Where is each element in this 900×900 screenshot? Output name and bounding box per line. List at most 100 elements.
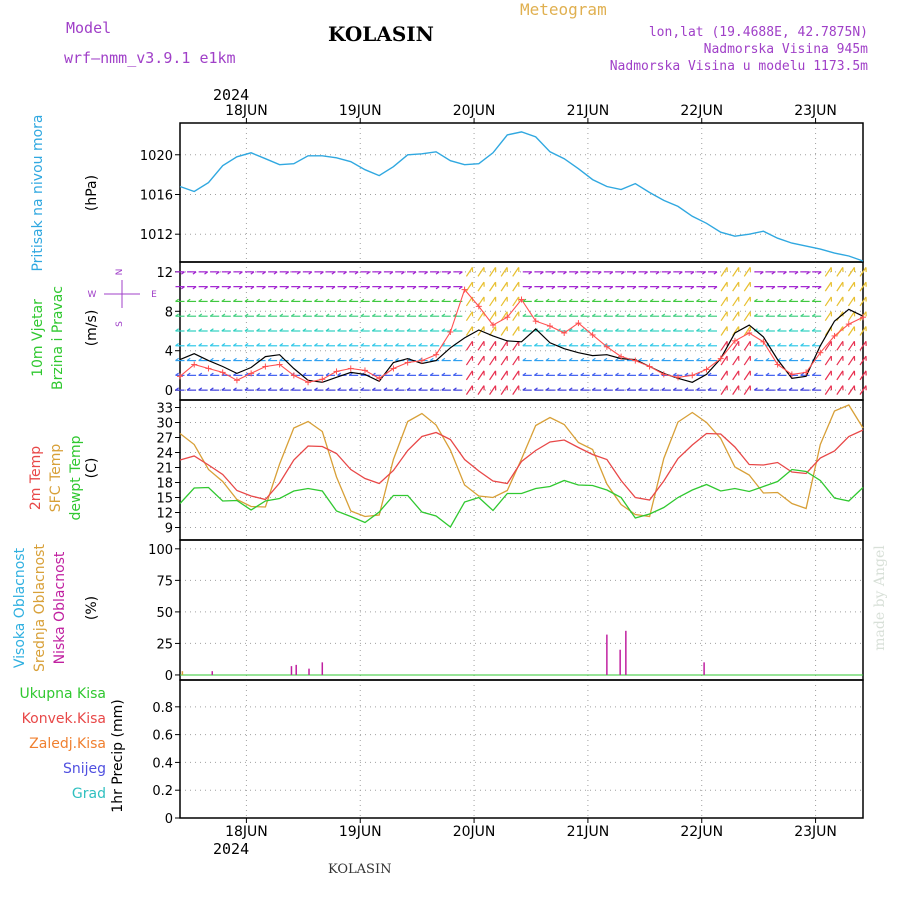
wind-arrow-head: [782, 271, 787, 275]
wind-arrow-head: [395, 313, 399, 317]
wind-arrow-head: [696, 343, 700, 347]
wind-arrow-shaft: [824, 296, 832, 307]
panel-frame: [179, 122, 864, 263]
wind-arrow-head: [603, 357, 608, 362]
wind-arrow: [580, 313, 590, 317]
wind-arrow-shaft: [512, 355, 520, 366]
wind-arrow: [314, 372, 324, 376]
wind-arrow-head: [580, 298, 585, 302]
wind-arrow-shaft: [824, 355, 832, 366]
wind-arrow-head: [603, 372, 608, 376]
wind-arrow: [800, 387, 810, 391]
wind-arrow-shaft: [512, 340, 520, 351]
wind-arrow-head: [290, 328, 295, 332]
wind-arrow: [765, 313, 775, 317]
wind-arrow: [847, 370, 856, 381]
wind-arrow: [383, 387, 393, 391]
wind-arrow: [753, 313, 764, 317]
wind-arrow-head: [753, 372, 758, 376]
wind-arrow-head: [400, 271, 405, 275]
wind-arrow: [580, 286, 591, 290]
wind-arrow-head: [800, 387, 805, 391]
wind-arrow: [534, 286, 544, 290]
wind-arrow-head: [331, 286, 336, 290]
wind-arrow-shaft: [500, 370, 508, 381]
wind-arrow-head: [707, 328, 712, 332]
gust-marker: [731, 337, 738, 344]
wind-arrow: [580, 387, 590, 391]
wind-arrow: [512, 311, 520, 322]
wind-arrow: [395, 298, 405, 303]
wind-arrow: [626, 298, 636, 303]
wind-arrow: [777, 271, 787, 275]
wind-arrow: [233, 357, 243, 362]
gust-marker: [746, 329, 753, 336]
wind-arrow-head: [302, 357, 307, 362]
wind-arrow-head: [418, 313, 423, 317]
wind-arrow: [684, 343, 694, 347]
wind-arrow-head: [418, 298, 423, 302]
precip-legend-total: Ukupna Kisa: [19, 686, 106, 702]
wind-arrow-head: [418, 387, 423, 391]
wind-arrow-head: [788, 387, 793, 391]
wind-arrow-shaft: [836, 340, 844, 351]
wind-arrow: [395, 271, 405, 275]
wind-arrow: [314, 328, 324, 332]
wind-arrow-head: [204, 286, 209, 290]
wind-arrow-head: [765, 372, 770, 376]
wind-arrow: [279, 313, 289, 317]
wind-arrow: [210, 286, 220, 290]
wind-arrow: [534, 372, 544, 376]
gust-marker: [290, 372, 297, 379]
wind-arrow: [754, 271, 764, 275]
wind-arrow-head: [256, 328, 261, 332]
wind-arrow: [279, 343, 289, 347]
wind-arrow-head: [690, 286, 695, 290]
wind-arrow: [186, 313, 197, 317]
wind-arrow: [489, 296, 497, 307]
y-tick-label: 24: [156, 447, 173, 462]
gust-marker: [532, 318, 539, 325]
gust-marker: [262, 363, 269, 370]
wind-arrow-shaft: [847, 355, 855, 366]
wind-arrow-head: [539, 271, 544, 275]
wind-arrow-head: [759, 271, 764, 275]
wind-arrow: [465, 311, 474, 322]
wind-arrow: [615, 328, 625, 332]
wind-arrow-head: [198, 372, 203, 376]
wind-arrow-head: [435, 286, 440, 290]
wind-arrow-head: [314, 357, 318, 362]
wind-arrow-head: [684, 387, 689, 391]
wind-arrow-shaft: [512, 267, 520, 277]
wind-arrow-shaft: [477, 281, 485, 292]
wind-arrow-head: [777, 298, 781, 302]
wind-arrow-head: [198, 328, 203, 332]
wind-arrow: [325, 271, 336, 275]
gust-marker: [191, 361, 198, 368]
wind-arrow: [175, 286, 185, 290]
wind-arrow-head: [568, 313, 573, 317]
wind-arrow: [233, 298, 243, 303]
y-tick-label: 0.4: [152, 756, 173, 771]
gust-marker: [461, 286, 468, 293]
wind-arrow-head: [325, 372, 330, 376]
wind-arrow-shaft: [500, 326, 508, 336]
wind-arrow-head: [707, 357, 712, 362]
wind-arrow-shaft: [465, 326, 473, 336]
wind-arrow-head: [325, 343, 330, 347]
wind-arrow-head: [696, 313, 700, 317]
wind-arrow: [187, 286, 197, 290]
wind-arrow: [615, 357, 625, 362]
wind-arrow-head: [395, 387, 399, 391]
wind-arrow-head: [551, 271, 556, 275]
wind-arrow: [290, 328, 301, 332]
wind-arrow-head: [302, 387, 307, 391]
wind-arrow: [244, 286, 255, 290]
wind-arrow-head: [267, 357, 272, 362]
wind-arrow: [325, 343, 335, 347]
wind-arrow: [615, 313, 625, 317]
wind-arrow-head: [597, 271, 602, 275]
sfc-temp-line: [179, 404, 864, 518]
wind-arrow: [302, 271, 313, 275]
